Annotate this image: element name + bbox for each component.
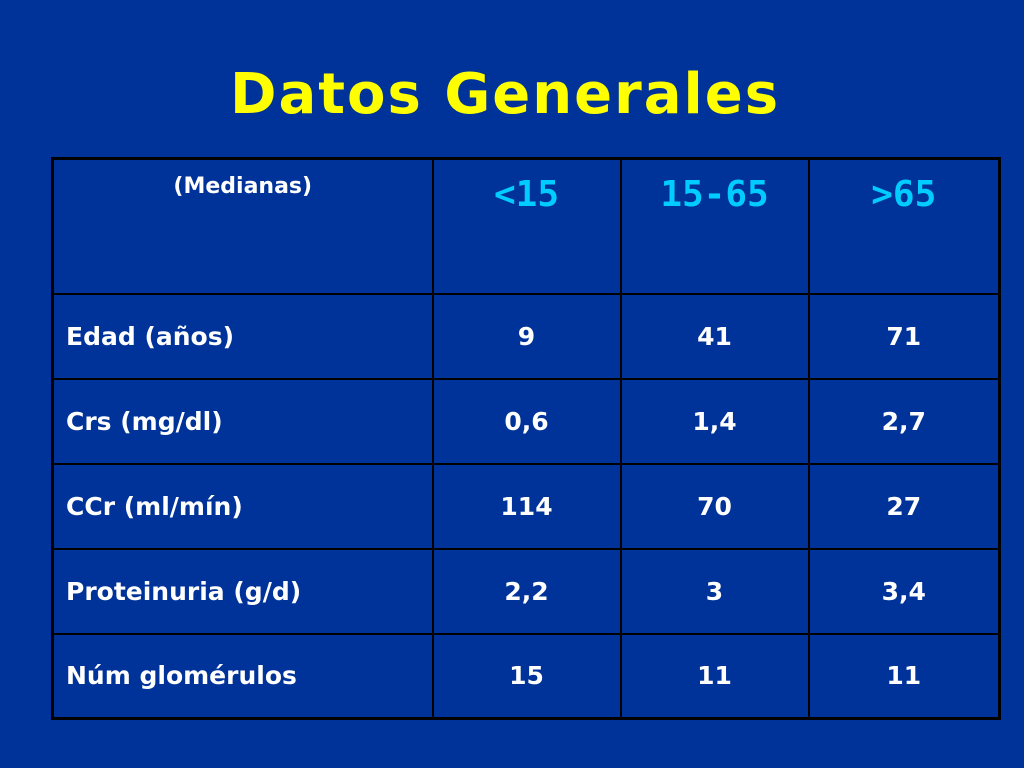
table-cell: 1,4 <box>619 377 810 465</box>
row-label: Proteinuria (g/d) <box>51 547 434 635</box>
table-cell: 71 <box>807 292 1001 380</box>
column-header: >65 <box>807 157 1001 295</box>
table-cell: 27 <box>807 462 1001 550</box>
row-label: Edad (años) <box>51 292 434 380</box>
table-cell: 3,4 <box>807 547 1001 635</box>
table-row: Crs (mg/dl) 0,6 1,4 2,7 <box>51 377 1001 465</box>
table-cell: 9 <box>431 292 622 380</box>
table-row: Proteinuria (g/d) 2,2 3 3,4 <box>51 547 1001 635</box>
table-row: Edad (años) 9 41 71 <box>51 292 1001 380</box>
table-cell: 41 <box>619 292 810 380</box>
table-cell: 114 <box>431 462 622 550</box>
data-table: (Medianas) <15 15-65 >65 Edad (años) 9 4… <box>51 157 1001 720</box>
corner-label: (Medianas) <box>51 157 434 295</box>
row-label: Crs (mg/dl) <box>51 377 434 465</box>
table-cell: 3 <box>619 547 810 635</box>
row-label: CCr (ml/mín) <box>51 462 434 550</box>
row-label: Núm glomérulos <box>51 632 434 720</box>
table-cell: 11 <box>807 632 1001 720</box>
slide-title: Datos Generales <box>229 62 781 127</box>
table-cell: 0,6 <box>431 377 622 465</box>
table-cell: 11 <box>619 632 810 720</box>
column-header: 15-65 <box>619 157 810 295</box>
table-cell: 2,2 <box>431 547 622 635</box>
table-cell: 2,7 <box>807 377 1001 465</box>
column-header: <15 <box>431 157 622 295</box>
table-header-row: (Medianas) <15 15-65 >65 <box>51 157 1001 295</box>
table-row: CCr (ml/mín) 114 70 27 <box>51 462 1001 550</box>
table-cell: 15 <box>431 632 622 720</box>
table-cell: 70 <box>619 462 810 550</box>
table-row: Núm glomérulos 15 11 11 <box>51 632 1001 720</box>
